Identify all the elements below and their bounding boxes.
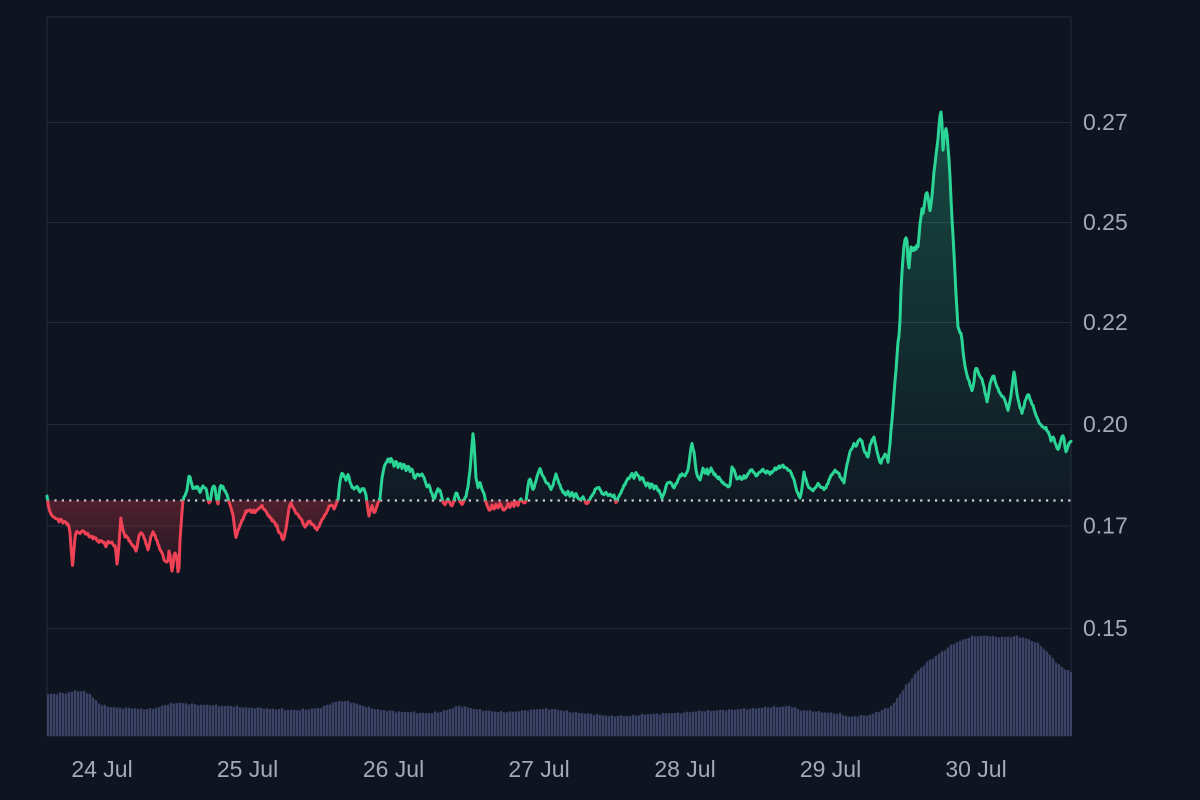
svg-text:0.22: 0.22 (1083, 309, 1128, 335)
svg-text:0.27: 0.27 (1083, 109, 1128, 135)
svg-text:29 Jul: 29 Jul (800, 756, 861, 782)
svg-text:0.20: 0.20 (1083, 411, 1128, 437)
svg-text:27 Jul: 27 Jul (508, 756, 569, 782)
svg-text:24 Jul: 24 Jul (71, 756, 132, 782)
svg-text:26 Jul: 26 Jul (363, 756, 424, 782)
svg-text:30 Jul: 30 Jul (945, 756, 1006, 782)
svg-text:0.25: 0.25 (1083, 209, 1128, 235)
svg-text:25 Jul: 25 Jul (217, 756, 278, 782)
svg-text:0.15: 0.15 (1083, 615, 1128, 641)
svg-text:0.17: 0.17 (1083, 513, 1128, 539)
svg-text:28 Jul: 28 Jul (654, 756, 715, 782)
